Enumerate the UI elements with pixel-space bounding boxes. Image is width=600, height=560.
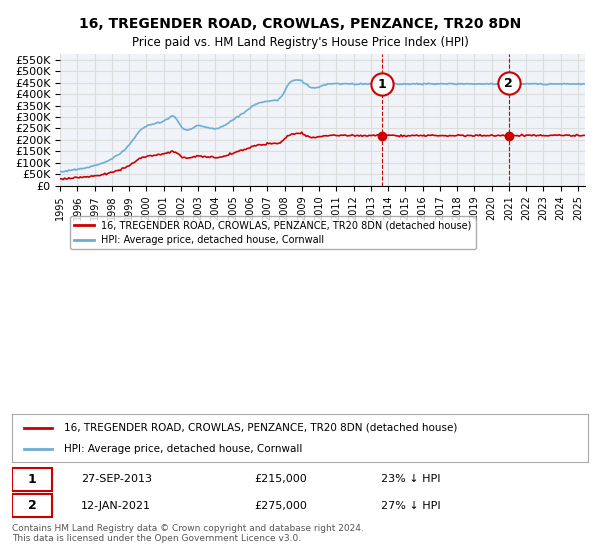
Text: 16, TREGENDER ROAD, CROWLAS, PENZANCE, TR20 8DN: 16, TREGENDER ROAD, CROWLAS, PENZANCE, T… bbox=[79, 17, 521, 31]
Text: 16, TREGENDER ROAD, CROWLAS, PENZANCE, TR20 8DN (detached house): 16, TREGENDER ROAD, CROWLAS, PENZANCE, T… bbox=[64, 423, 457, 433]
FancyBboxPatch shape bbox=[12, 494, 52, 517]
Text: 2: 2 bbox=[505, 77, 513, 90]
Text: 27-SEP-2013: 27-SEP-2013 bbox=[81, 474, 152, 484]
FancyBboxPatch shape bbox=[12, 468, 52, 491]
Text: 23% ↓ HPI: 23% ↓ HPI bbox=[380, 474, 440, 484]
Text: 2: 2 bbox=[28, 499, 37, 512]
Text: HPI: Average price, detached house, Cornwall: HPI: Average price, detached house, Corn… bbox=[64, 444, 302, 454]
Text: 27% ↓ HPI: 27% ↓ HPI bbox=[380, 501, 440, 511]
Text: 1: 1 bbox=[28, 473, 37, 486]
Text: 12-JAN-2021: 12-JAN-2021 bbox=[81, 501, 151, 511]
Text: £215,000: £215,000 bbox=[254, 474, 307, 484]
Text: 1: 1 bbox=[378, 78, 386, 91]
Legend: 16, TREGENDER ROAD, CROWLAS, PENZANCE, TR20 8DN (detached house), HPI: Average p: 16, TREGENDER ROAD, CROWLAS, PENZANCE, T… bbox=[70, 217, 476, 249]
Text: Price paid vs. HM Land Registry's House Price Index (HPI): Price paid vs. HM Land Registry's House … bbox=[131, 36, 469, 49]
Text: £275,000: £275,000 bbox=[254, 501, 307, 511]
Text: Contains HM Land Registry data © Crown copyright and database right 2024.
This d: Contains HM Land Registry data © Crown c… bbox=[12, 524, 364, 543]
